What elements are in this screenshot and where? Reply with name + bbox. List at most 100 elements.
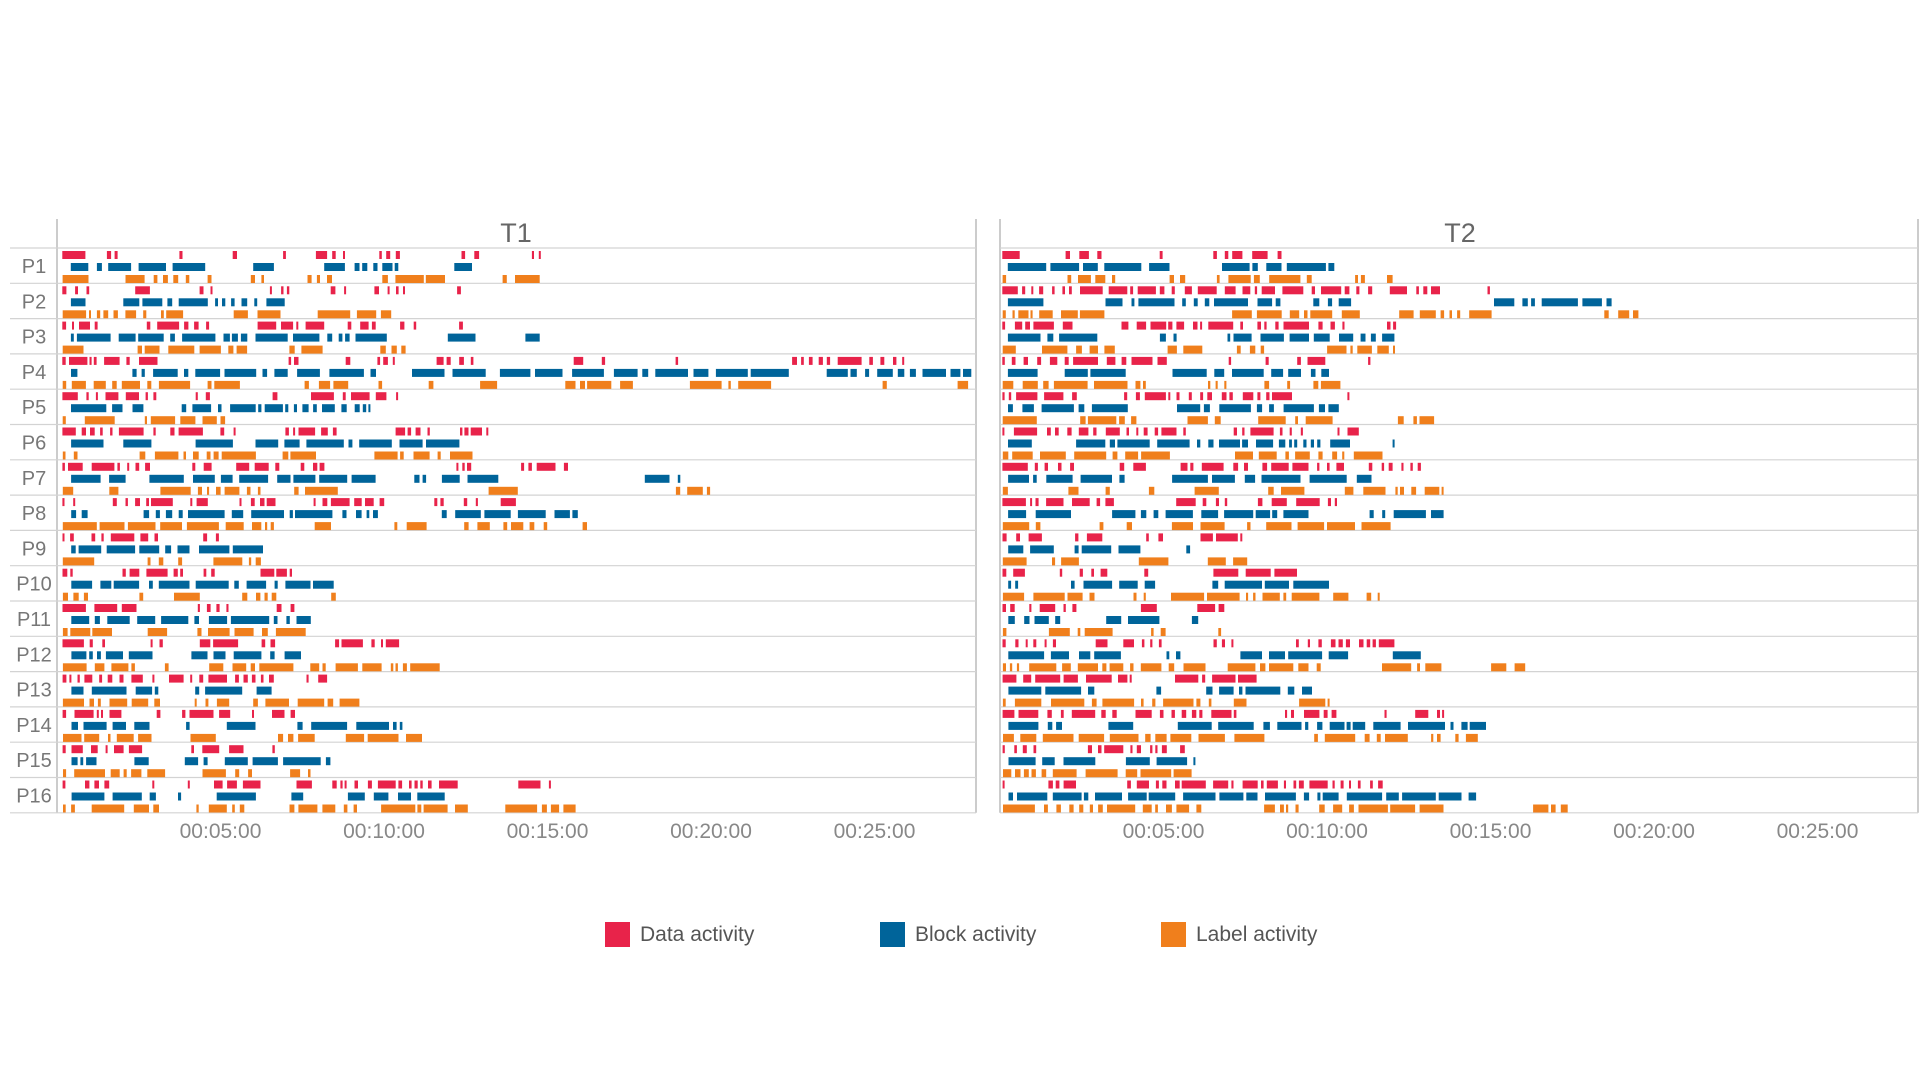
activity-segment: [154, 533, 158, 542]
activity-segment: [1260, 345, 1265, 354]
activity-segment: [355, 333, 387, 342]
row-label: P13: [16, 680, 52, 702]
chart-root: T1 P1 P2 P3 P4 P5 P6 P7 P8 P9 P10 P11 P12 P13 P14 P15 P1…: [10, 218, 1919, 843]
series-block-activity: [70, 263, 972, 801]
activity-segment: [298, 733, 315, 742]
activity-segment: [70, 568, 73, 577]
panel-title: T2: [1444, 218, 1476, 248]
activity-segment: [1180, 275, 1186, 283]
activity-segment: [1305, 721, 1309, 730]
activity-segment: [1349, 804, 1354, 813]
activity-segment: [1357, 345, 1372, 354]
activity-segment: [165, 545, 172, 554]
activity-segment: [1200, 392, 1204, 401]
activity-segment: [1283, 780, 1286, 789]
activity-segment: [1008, 439, 1032, 448]
activity-segment: [529, 522, 535, 531]
activity-segment: [1050, 651, 1069, 660]
activity-segment: [1202, 498, 1207, 507]
activity-segment: [255, 439, 279, 448]
activity-segment: [199, 345, 221, 354]
activity-segment: [1338, 298, 1352, 307]
activity-segment: [1402, 792, 1436, 801]
activity-segment: [511, 522, 524, 531]
activity-segment: [131, 663, 135, 672]
activity-segment: [1008, 474, 1029, 483]
x-tick-label: 00:20:00: [1613, 820, 1695, 843]
activity-segment: [273, 616, 278, 624]
activity-segment: [463, 498, 468, 507]
activity-segment: [224, 486, 240, 495]
activity-segment: [1190, 462, 1194, 471]
activity-segment: [1305, 416, 1333, 425]
activity-segment: [1184, 286, 1192, 295]
activity-segment: [1441, 486, 1444, 495]
activity-segment: [1152, 698, 1156, 707]
activity-segment: [97, 698, 101, 707]
activity-segment: [1269, 404, 1274, 413]
activity-segment: [1052, 769, 1077, 778]
activity-segment: [147, 557, 151, 566]
activity-segment: [113, 310, 118, 319]
activity-segment: [1008, 616, 1015, 624]
activity-segment: [1047, 427, 1051, 436]
activity-segment: [332, 780, 337, 789]
activity-segment: [1368, 356, 1371, 365]
activity-segment: [1307, 639, 1310, 648]
activity-segment: [253, 698, 258, 707]
activity-segment: [394, 263, 399, 271]
activity-segment: [122, 568, 126, 577]
activity-segment: [1022, 404, 1034, 413]
activity-segment: [1031, 286, 1034, 295]
activity-segment: [1023, 769, 1029, 778]
activity-segment: [281, 321, 294, 330]
activity-segment: [1338, 639, 1343, 648]
activity-segment: [62, 604, 86, 612]
activity-segment: [1271, 498, 1287, 507]
activity-segment: [332, 427, 337, 436]
activity-segment: [296, 780, 312, 789]
activity-segment: [1257, 392, 1261, 401]
activity-segment: [71, 757, 78, 766]
activity-segment: [1161, 745, 1167, 754]
activity-segment: [213, 639, 239, 648]
activity-segment: [1266, 263, 1282, 271]
activity-segment: [137, 616, 156, 624]
activity-segment: [505, 804, 538, 813]
activity-segment: [1218, 721, 1254, 730]
activity-segment: [195, 580, 229, 589]
activity-segment: [620, 380, 633, 389]
activity-segment: [332, 251, 336, 259]
activity-segment: [333, 380, 349, 389]
activity-segment: [1127, 780, 1131, 789]
activity-segment: [1360, 333, 1366, 342]
activity-segment: [395, 663, 398, 672]
activity-segment: [103, 310, 109, 319]
activity-segment: [1137, 286, 1156, 295]
activity-segment: [62, 698, 84, 707]
activity-segment: [1023, 356, 1028, 365]
activity-segment: [1242, 439, 1248, 448]
activity-segment: [110, 533, 135, 542]
activity-segment: [306, 439, 344, 448]
activity-segment: [155, 510, 160, 519]
activity-segment: [1033, 745, 1037, 754]
activity-segment: [367, 733, 399, 742]
activity-segment: [436, 356, 444, 365]
activity-segment: [1177, 404, 1201, 413]
activity-segment: [71, 404, 107, 413]
activity-segment: [283, 251, 286, 259]
activity-segment: [69, 674, 72, 683]
activity-segment: [1002, 462, 1028, 471]
activity-segment: [1411, 486, 1417, 495]
activity-segment: [1231, 639, 1234, 648]
activity-segment: [377, 356, 381, 365]
activity-segment: [71, 510, 77, 519]
activity-segment: [1392, 651, 1421, 660]
activity-segment: [1514, 663, 1526, 672]
activity-segment: [68, 462, 83, 471]
activity-segment: [1191, 616, 1199, 624]
activity-segment: [1119, 416, 1125, 425]
activity-segment: [1370, 333, 1376, 342]
row-label: P12: [16, 644, 52, 666]
